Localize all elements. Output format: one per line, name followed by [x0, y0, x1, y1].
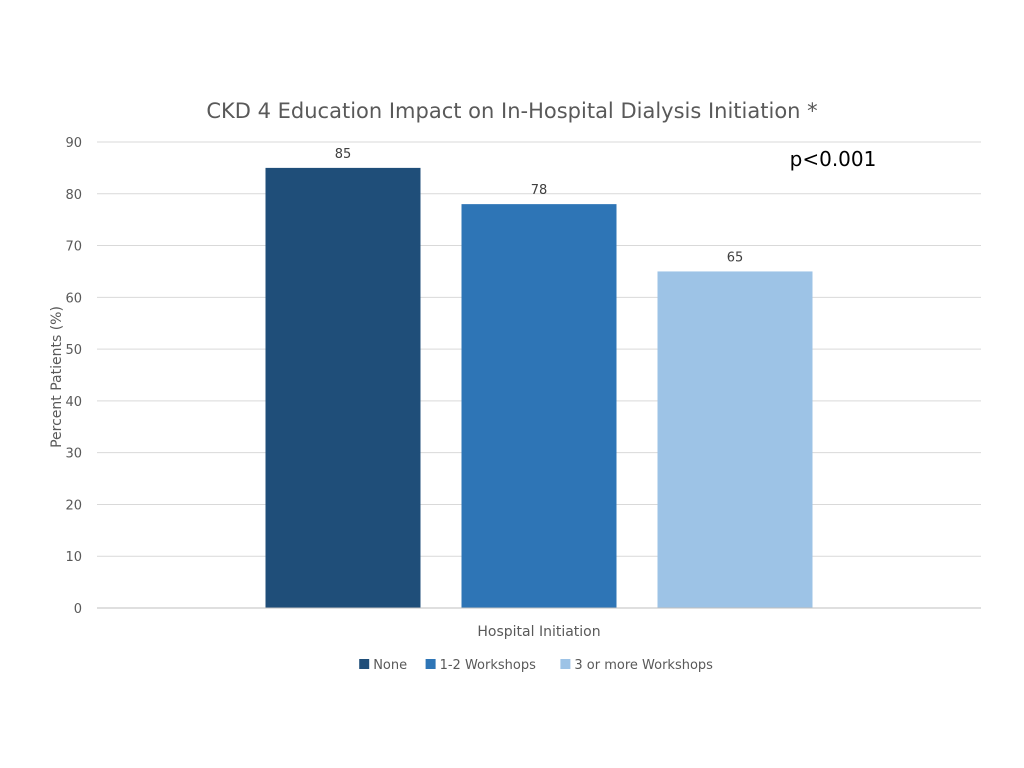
x-axis-label: Hospital Initiation — [477, 624, 600, 640]
legend-swatch — [425, 659, 436, 669]
y-tick-label: 50 — [65, 343, 82, 358]
legend-swatch — [359, 659, 370, 669]
y-tick-label: 80 — [65, 188, 82, 203]
chart-title: CKD 4 Education Impact on In-Hospital Di… — [206, 99, 817, 123]
p-value-annotation: p<0.001 — [790, 147, 877, 171]
y-tick-label: 60 — [65, 291, 82, 306]
legend-label: None — [373, 658, 407, 673]
y-tick-label: 0 — [74, 602, 82, 617]
legend: None 1-2 Workshops 3 or more Workshops — [359, 658, 713, 673]
y-axis-label: Percent Patients (%) — [49, 306, 65, 448]
y-tick-label: 30 — [65, 447, 82, 462]
bar-1 — [265, 167, 421, 608]
bar-2 — [461, 204, 617, 608]
legend-label: 3 or more Workshops — [574, 658, 713, 673]
y-tick-label: 70 — [65, 240, 82, 255]
legend-swatch — [560, 659, 571, 669]
legend-label: 1-2 Workshops — [440, 658, 537, 673]
data-labels: 85 78 65 — [335, 147, 744, 266]
y-tick-label: 10 — [65, 550, 82, 565]
y-tick-label: 90 — [65, 136, 82, 151]
data-label: 78 — [531, 183, 548, 198]
data-label: 65 — [727, 250, 744, 265]
y-tick-label: 20 — [65, 498, 82, 513]
bar-3 — [657, 271, 813, 608]
legend-item: 3 or more Workshops — [560, 658, 713, 673]
y-axis-ticks: 0 10 20 30 40 50 60 70 80 90 — [65, 136, 82, 617]
y-tick-label: 40 — [65, 395, 82, 410]
data-label: 85 — [335, 147, 352, 162]
legend-item: 1-2 Workshops — [425, 658, 537, 673]
legend-item: None — [359, 658, 407, 673]
bars — [265, 167, 813, 608]
